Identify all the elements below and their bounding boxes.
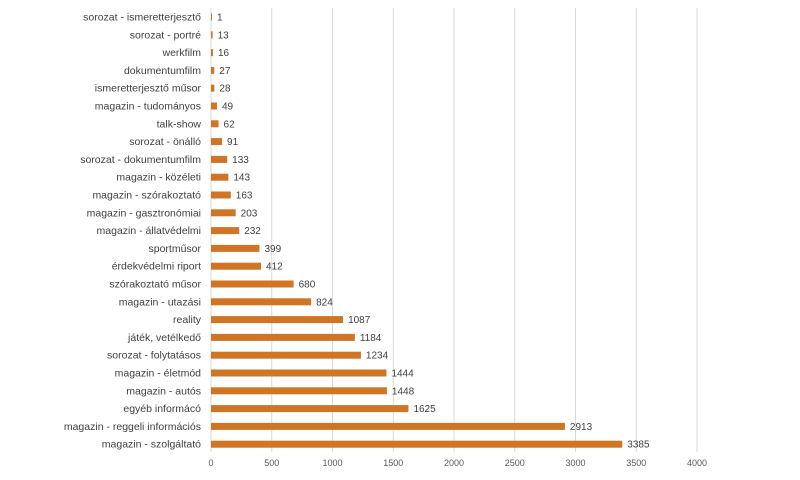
data-label: 28	[219, 84, 231, 95]
bar	[211, 227, 240, 235]
category-label: magazin - autós	[126, 385, 201, 397]
category-label: talk-show	[157, 118, 202, 130]
category-label: sorozat - dokumentumfilm	[80, 154, 201, 166]
bar	[211, 262, 262, 270]
bar	[211, 280, 294, 288]
category-label: magazin - utazási	[119, 296, 201, 308]
category-label: sorozat - ismeretterjesztő	[83, 12, 201, 24]
x-tick-label: 500	[264, 458, 279, 468]
data-label: 49	[222, 102, 234, 113]
x-tick-label: 1000	[322, 458, 342, 468]
data-label: 62	[224, 119, 236, 130]
bar	[211, 244, 260, 252]
x-tick-label: 2500	[505, 458, 525, 468]
data-label: 824	[316, 297, 333, 308]
data-label: 1444	[391, 369, 414, 380]
category-label: játék, vetélkedő	[127, 332, 201, 344]
bar	[211, 298, 312, 306]
category-label: werkfilm	[162, 47, 202, 59]
x-tick-label: 0	[208, 458, 213, 468]
category-label: sorozat - folytatásos	[107, 350, 201, 362]
category-label: magazin - reggeli információs	[64, 421, 201, 433]
data-label: 91	[227, 137, 239, 148]
bar	[211, 173, 229, 181]
data-label: 143	[233, 173, 250, 184]
data-label: 1	[217, 13, 223, 24]
x-tick-label: 4000	[687, 458, 707, 468]
category-label: sorozat - önálló	[129, 136, 201, 148]
data-label: 680	[299, 280, 316, 291]
data-label: 13	[218, 30, 230, 41]
category-label: érdekvédelmi riport	[112, 261, 201, 273]
bar	[211, 155, 228, 163]
bar	[211, 440, 623, 448]
x-tick-label: 3000	[565, 458, 585, 468]
category-label: magazin - tudományos	[95, 101, 201, 113]
gridlines	[210, 8, 698, 452]
data-label: 27	[219, 66, 231, 77]
data-label: 163	[236, 191, 253, 202]
data-label: 1184	[360, 333, 382, 344]
bar	[211, 13, 212, 21]
bars	[211, 13, 623, 448]
data-label: 399	[264, 244, 281, 255]
bar	[211, 138, 223, 146]
bar	[211, 316, 344, 324]
bar	[211, 49, 213, 57]
bar	[211, 102, 217, 110]
x-tick-label: 1500	[383, 458, 403, 468]
data-label: 1234	[366, 351, 389, 362]
bar	[211, 369, 387, 377]
data-label: 412	[266, 262, 283, 273]
bar	[211, 66, 215, 74]
data-label: 1087	[348, 315, 371, 326]
category-label: dokumentumfilm	[124, 65, 201, 77]
category-label: magazin - közéleti	[116, 172, 201, 184]
category-label: sorozat - portré	[130, 29, 201, 41]
category-label: szórakoztató műsor	[109, 279, 201, 291]
x-tick-label: 2000	[444, 458, 464, 468]
data-label: 3385	[627, 440, 650, 451]
category-label: sportműsor	[148, 243, 201, 255]
data-label: 1625	[413, 404, 436, 415]
bar	[211, 422, 565, 430]
category-label: ismeretterjesztő műsor	[95, 83, 202, 95]
data-label: 16	[218, 48, 230, 59]
bar	[211, 333, 355, 341]
bar	[211, 191, 231, 199]
data-label: 232	[244, 226, 261, 237]
data-label: 203	[241, 208, 258, 219]
x-axis-ticks: 0 500 1000 1500 2000 2500 3000 3500 4000	[208, 458, 707, 468]
category-labels: sorozat - ismeretterjesztő sorozat - port…	[64, 12, 202, 451]
bar	[211, 387, 387, 395]
category-label: magazin - szolgáltató	[102, 439, 201, 451]
bar	[211, 84, 215, 92]
bar	[211, 31, 213, 39]
category-label: reality	[173, 314, 202, 326]
bar	[211, 351, 361, 359]
category-label: magazin - szórakoztató	[92, 190, 201, 202]
category-label: egyéb informácó	[123, 403, 201, 415]
x-tick-label: 3500	[626, 458, 646, 468]
bar	[211, 209, 236, 217]
data-label: 2913	[570, 422, 593, 433]
category-label: magazin - állatvédelmi	[97, 225, 201, 237]
data-label: 133	[232, 155, 249, 166]
category-label: magazin - gasztronómiai	[87, 207, 201, 219]
bar	[211, 120, 219, 128]
bar	[211, 405, 409, 413]
category-label: magazin - életmód	[115, 368, 202, 380]
data-label: 1448	[392, 386, 415, 397]
